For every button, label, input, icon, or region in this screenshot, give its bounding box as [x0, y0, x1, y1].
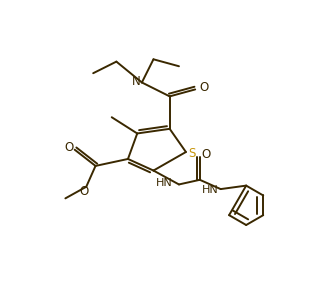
Text: N: N — [132, 75, 141, 88]
Text: O: O — [200, 81, 209, 94]
Text: O: O — [201, 148, 210, 161]
Text: HN: HN — [202, 185, 218, 195]
Text: O: O — [79, 185, 89, 198]
Text: O: O — [64, 141, 74, 154]
Text: S: S — [188, 147, 195, 160]
Text: HN: HN — [156, 178, 172, 188]
